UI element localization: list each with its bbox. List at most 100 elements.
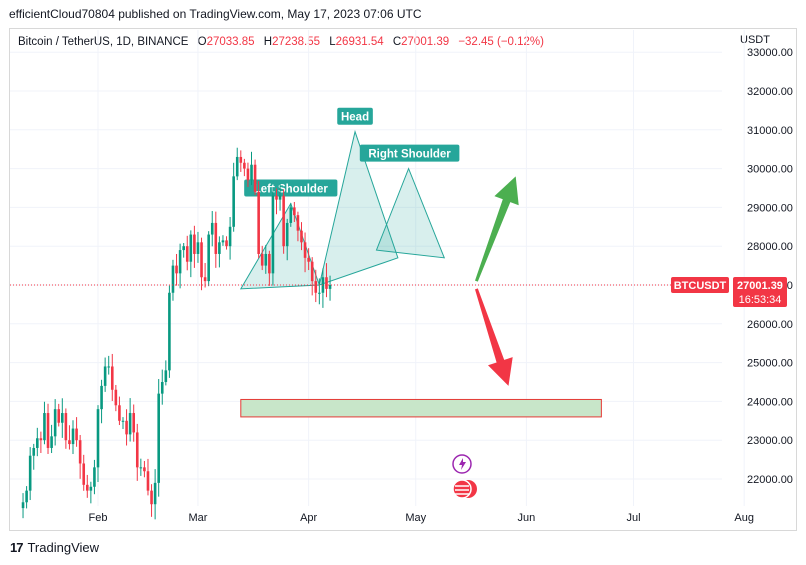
low-value: 26931.54 (335, 36, 384, 48)
candle-body (218, 242, 221, 254)
last-price-label: 27001.39 (737, 280, 783, 292)
candle-body (221, 240, 225, 243)
candle-body (135, 432, 139, 468)
candle-body (289, 207, 293, 223)
candle-body (189, 234, 193, 262)
candle-body (275, 195, 278, 200)
candle-body (121, 420, 125, 422)
candle-body (39, 438, 43, 441)
candle-body (196, 242, 200, 254)
price-axis[interactable]: 22000.00 23000.00 24000.00 25000.00 26000.00… (747, 47, 793, 486)
price-tick-label: 31000.00 (747, 125, 793, 137)
candle-body (235, 156, 239, 177)
low-label: L (329, 36, 336, 48)
candle-body (325, 277, 328, 289)
candle-body (110, 366, 114, 390)
time-tick-label: Feb (89, 512, 108, 524)
price-tick-label: 30000.00 (747, 164, 793, 176)
candle-body (278, 195, 282, 200)
us-flag-icon[interactable] (452, 479, 472, 499)
price-tick-label: 26000.00 (747, 319, 793, 331)
candle-body (157, 393, 160, 483)
candle-body (203, 277, 207, 282)
candle-body (46, 413, 50, 448)
footer-brand[interactable]: TradingView (27, 540, 100, 555)
publisher-line: efficientCloud70804 published on Trading… (9, 7, 422, 21)
countdown-label: 16:53:34 (739, 294, 782, 306)
arrow-up-icon (475, 176, 519, 282)
time-tick-label: Jul (626, 512, 640, 524)
candle-body (250, 164, 253, 181)
open-label: O (197, 36, 207, 48)
candle-body (171, 265, 175, 293)
pattern-triangle (375, 167, 446, 259)
time-axis[interactable]: Feb Mar Apr May Jun Jul Aug (89, 512, 754, 524)
pattern-label: Right Shoulder (368, 149, 451, 161)
time-tick-label: Aug (734, 512, 754, 524)
support-zone (240, 398, 602, 418)
symbol-description[interactable]: Bitcoin / TetherUS, 1D, BINANCE (18, 36, 189, 48)
candle-body (271, 195, 275, 274)
ticker-label: BTCUSDT (674, 280, 727, 292)
candle-body (107, 366, 111, 368)
candle-body (28, 455, 32, 491)
candle-body (103, 366, 107, 386)
candle-body (200, 242, 203, 278)
candle-body (214, 222, 218, 254)
candle-body (53, 409, 57, 437)
candle-body (146, 471, 150, 491)
candle-body (243, 162, 246, 169)
event-icons[interactable] (452, 454, 477, 499)
candle-body (193, 234, 196, 254)
candle-body (21, 502, 25, 509)
candle-body (118, 405, 121, 421)
candle-body (303, 242, 307, 258)
high-value: 27238.55 (272, 36, 321, 48)
change-value: −32.45 (−0.12%) (458, 36, 544, 48)
pattern-label-bg (244, 179, 338, 197)
lightning-icon (459, 458, 466, 470)
arrow-down-icon (475, 288, 513, 386)
price-unit[interactable]: USDT (740, 34, 770, 46)
price-tick-label: 33000.00 (747, 47, 793, 59)
pattern-label-bg (337, 107, 373, 125)
candle-body (268, 253, 271, 274)
candle-body (85, 484, 89, 491)
candle-body (314, 281, 318, 293)
price-tick-label: 25000.00 (747, 358, 793, 370)
candle-body (282, 195, 285, 247)
chart-frame (9, 28, 797, 531)
candle-body (150, 490, 153, 505)
candle-body (164, 370, 168, 382)
pattern-label-bg (359, 144, 460, 162)
candle-body (178, 250, 182, 274)
candle-body (68, 440, 71, 445)
candle-body (160, 382, 164, 394)
candle-body (125, 420, 128, 435)
time-tick-label: Jun (518, 512, 536, 524)
candle-body (239, 156, 243, 163)
candle-body (82, 463, 86, 485)
candle-body (210, 222, 214, 235)
candle-body (182, 246, 185, 251)
candle-body (25, 490, 28, 503)
price-tick-label: 29000.00 (747, 202, 793, 214)
candle-body (246, 168, 250, 181)
candle-body (300, 230, 303, 243)
candle-body (143, 467, 146, 472)
candle-body (50, 436, 53, 448)
candle-body (253, 164, 257, 192)
candle-body (264, 253, 268, 266)
candles (21, 147, 332, 520)
tradingview-logo-icon: 17 (10, 540, 24, 555)
support-zone-layer (240, 398, 602, 418)
candle-body (207, 234, 210, 282)
candle-body (318, 292, 321, 294)
candle-body (139, 467, 143, 469)
flag-stripes-icon (455, 485, 469, 495)
price-tick-label: 24000.00 (747, 396, 793, 408)
price-tick-label: 23000.00 (747, 435, 793, 447)
footer: 17 TradingView (10, 540, 99, 555)
candle-body (96, 409, 100, 468)
